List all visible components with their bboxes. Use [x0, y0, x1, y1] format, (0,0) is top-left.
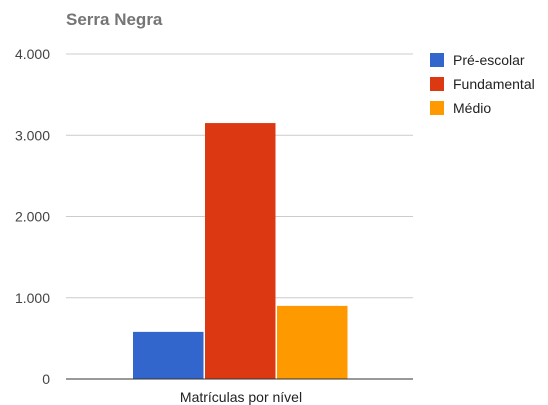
bars — [133, 123, 348, 379]
legend-label: Pré-escolar — [453, 52, 525, 68]
legend-swatch — [430, 53, 444, 67]
legend-label: Médio — [453, 100, 491, 116]
chart-title: Serra Negra — [66, 10, 163, 29]
y-tick-label: 0 — [42, 371, 50, 387]
y-axis-ticks: 0 1.000 2.000 3.000 4.000 — [15, 46, 50, 387]
y-tick-label: 3.000 — [15, 127, 50, 143]
legend-label: Fundamental — [453, 76, 535, 92]
legend: Pré-escolar Fundamental Médio — [430, 52, 535, 116]
legend-swatch — [430, 77, 444, 91]
x-category-label: Matrículas por nível — [180, 389, 302, 405]
bar-1 — [133, 331, 204, 379]
y-tick-label: 1.000 — [15, 290, 50, 306]
y-tick-label: 4.000 — [15, 46, 50, 62]
bar-3 — [277, 305, 348, 379]
legend-swatch — [430, 101, 444, 115]
y-tick-label: 2.000 — [15, 209, 50, 225]
bar-2 — [205, 123, 276, 379]
